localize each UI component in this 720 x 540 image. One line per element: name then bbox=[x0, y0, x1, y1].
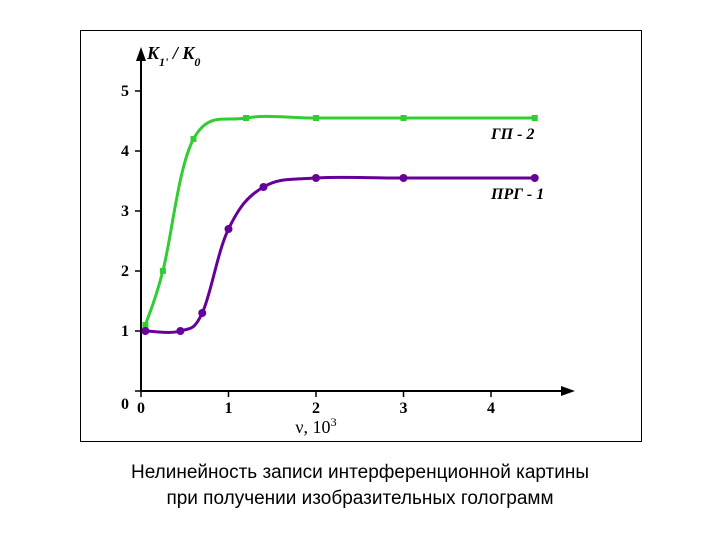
x-axis-label: ν, 103 bbox=[295, 415, 336, 437]
caption: Нелинейность записи интерференционной ка… bbox=[0, 460, 720, 511]
svg-text:5: 5 bbox=[121, 83, 129, 100]
svg-text:1: 1 bbox=[225, 400, 233, 417]
svg-text:4: 4 bbox=[487, 400, 495, 417]
series-line bbox=[145, 116, 534, 325]
svg-text:3: 3 bbox=[121, 203, 129, 220]
svg-text:0: 0 bbox=[121, 396, 129, 413]
svg-text:0: 0 bbox=[137, 400, 145, 417]
svg-text:1: 1 bbox=[121, 323, 129, 340]
chart-svg: 0 1 2 3 4 1 2 3 4 5 0 K1' / K0 ν, 103 ГП - 2 ПРГ - 1 bbox=[81, 31, 641, 441]
caption-line1: Нелинейность записи интерференционной ка… bbox=[131, 462, 589, 483]
caption-line2: при получении изобразительных голограмм bbox=[166, 488, 553, 509]
svg-text:2: 2 bbox=[121, 263, 129, 280]
series-label: ПРГ - 1 bbox=[490, 186, 544, 203]
svg-text:4: 4 bbox=[121, 143, 129, 160]
chart-frame: 0 1 2 3 4 1 2 3 4 5 0 K1' / K0 ν, 103 ГП - 2 ПРГ - 1 bbox=[80, 30, 642, 442]
series-label: ГП - 2 bbox=[490, 126, 534, 143]
y-axis-label: K1' / K0 bbox=[146, 43, 200, 69]
series-line bbox=[145, 177, 534, 332]
svg-text:3: 3 bbox=[400, 400, 408, 417]
svg-text:2: 2 bbox=[312, 400, 320, 417]
